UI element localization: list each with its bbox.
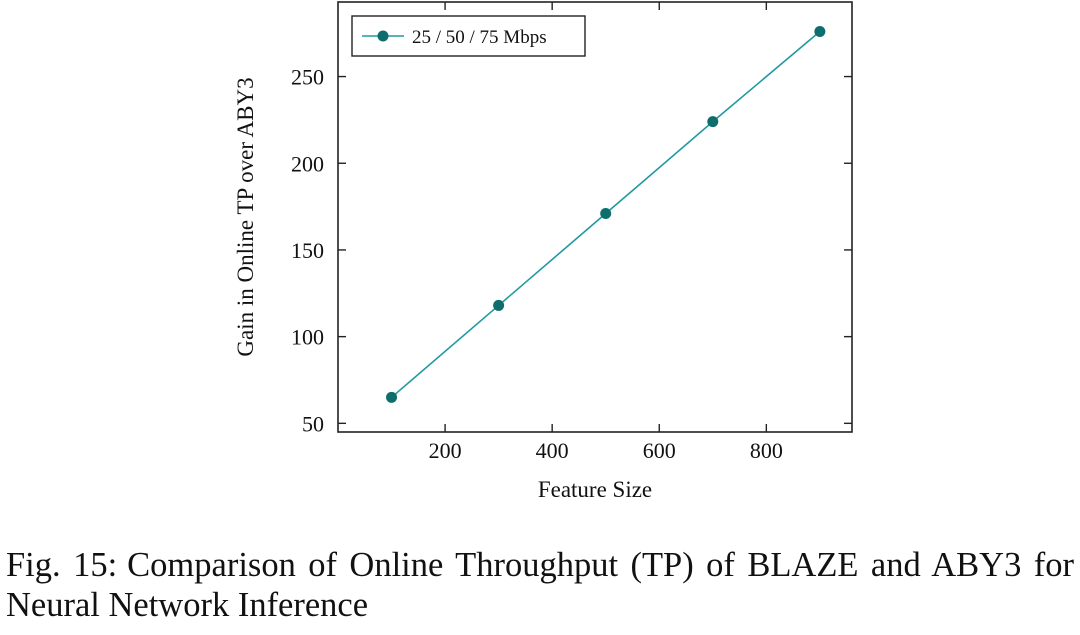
data-point — [814, 25, 826, 37]
legend-label: 25 / 50 / 75 Mbps — [412, 27, 547, 48]
y-tick-label: 50 — [302, 411, 324, 436]
data-point — [386, 391, 398, 403]
y-axis-title: Gain in Online TP over ABY3 — [233, 77, 258, 356]
y-tick-label: 150 — [291, 238, 324, 263]
y-tick-label: 100 — [291, 325, 324, 350]
figure-caption: Fig. 15: Comparison of Online Throughput … — [6, 545, 1074, 625]
plot-frame — [337, 1, 853, 433]
figure-label: Fig. 15: — [6, 546, 118, 584]
chart: 200 400 600 800 50 100 150 200 250 25 / 50 / 75 … — [233, 1, 853, 502]
caption-text: Comparison of Online Throughput (TP) of … — [6, 546, 1074, 624]
y-tick-label: 200 — [291, 151, 324, 176]
legend-marker — [377, 30, 389, 42]
tick-labels: 200 400 600 800 50 100 150 200 250 — [291, 65, 783, 463]
legend: 25 / 50 / 75 Mbps — [351, 15, 586, 57]
x-tick-label: 400 — [536, 438, 569, 463]
x-tick-label: 800 — [750, 438, 783, 463]
x-tick-label: 200 — [429, 438, 462, 463]
series — [386, 25, 826, 403]
x-tick-label: 600 — [643, 438, 676, 463]
data-point — [600, 208, 612, 220]
ticks — [338, 2, 852, 432]
data-point — [707, 116, 719, 128]
data-point — [493, 299, 505, 311]
y-tick-label: 250 — [291, 65, 324, 90]
x-axis-title: Feature Size — [538, 477, 652, 502]
